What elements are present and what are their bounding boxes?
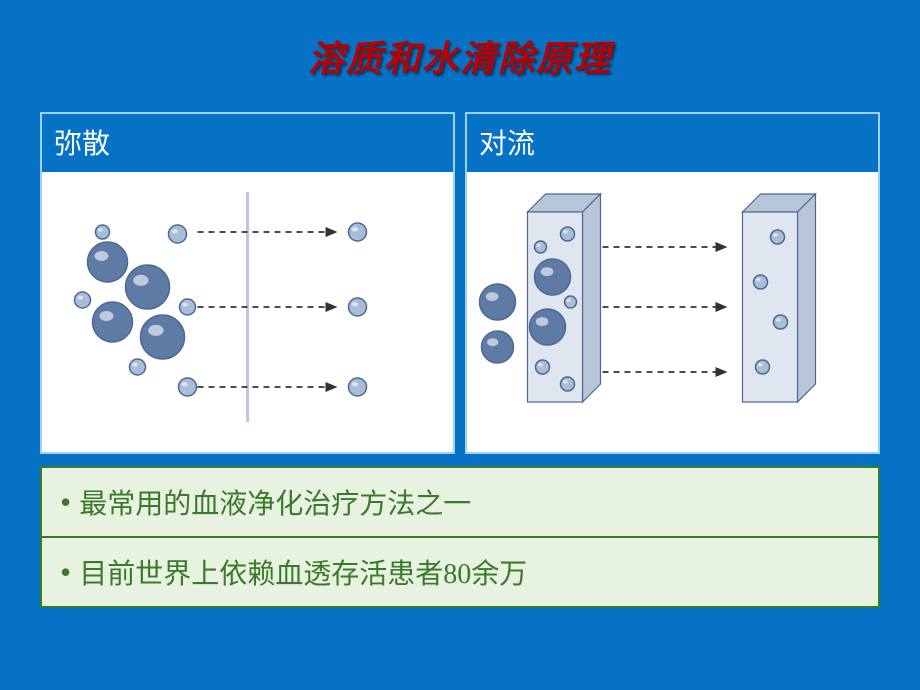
page-title: 溶质和水清除原理 xyxy=(0,0,920,82)
panel-diffusion-header: 弥散 xyxy=(42,114,453,172)
diagram-panels: 弥散 对流 xyxy=(0,82,920,454)
bullet-icon: • xyxy=(60,556,71,588)
convection-diagram xyxy=(467,172,878,452)
note-text-2: 目前世界上依赖血透存活患者80余万 xyxy=(79,552,527,592)
panel-diffusion: 弥散 xyxy=(40,112,455,454)
panel-convection-header: 对流 xyxy=(467,114,878,172)
notes-box: • 最常用的血液净化治疗方法之一 • 目前世界上依赖血透存活患者80余万 xyxy=(40,466,880,608)
diffusion-diagram xyxy=(42,172,453,452)
note-line-1: • 最常用的血液净化治疗方法之一 xyxy=(42,468,878,536)
note-line-2: • 目前世界上依赖血透存活患者80余万 xyxy=(42,536,878,606)
bullet-icon: • xyxy=(60,486,71,518)
panel-convection: 对流 xyxy=(465,112,880,454)
note-text-1: 最常用的血液净化治疗方法之一 xyxy=(79,482,471,522)
panel-diffusion-body xyxy=(42,172,453,452)
panel-convection-body xyxy=(467,172,878,452)
